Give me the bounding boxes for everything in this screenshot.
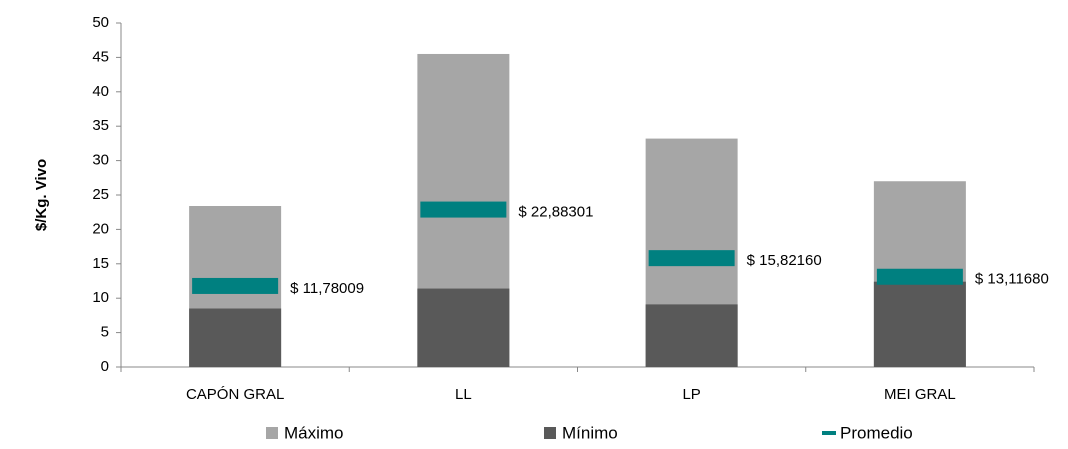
x-tick-label: CAPÓN GRAL — [186, 386, 284, 403]
average-marker — [876, 268, 963, 285]
legend-label: Promedio — [840, 423, 913, 442]
value-label: $ 11,78009 — [290, 280, 364, 297]
bar — [873, 281, 966, 367]
y-axis-label: $/Kg. Vivo — [33, 159, 50, 231]
y-tick-label: 0 — [101, 358, 109, 375]
x-tick-label: MEI GRAL — [884, 386, 956, 403]
value-label: $ 22,88301 — [518, 204, 593, 221]
legend-swatch — [266, 427, 278, 439]
legend-swatch — [544, 427, 556, 439]
average-marker — [648, 250, 735, 267]
x-tick-label: LL — [455, 386, 472, 403]
y-tick-label: 10 — [92, 289, 109, 306]
y-tick-label: 50 — [92, 14, 109, 31]
y-tick-label: 45 — [92, 48, 109, 65]
y-tick-label: 5 — [101, 324, 109, 341]
y-tick-label: 40 — [92, 83, 109, 100]
value-label: $ 13,11680 — [975, 271, 1049, 288]
average-marker — [192, 277, 279, 294]
legend-swatch — [822, 431, 836, 435]
legend-label: Mínimo — [562, 423, 618, 442]
y-tick-label: 35 — [92, 117, 109, 134]
value-label: $ 15,82160 — [747, 252, 822, 269]
average-marker — [420, 201, 507, 218]
y-tick-label: 15 — [92, 255, 109, 272]
bar — [417, 288, 510, 367]
y-tick-label: 20 — [92, 220, 109, 237]
y-tick-label: 25 — [92, 186, 109, 203]
bar — [189, 308, 282, 367]
y-tick-label: 30 — [92, 152, 109, 169]
x-tick-label: LP — [682, 386, 700, 403]
legend-label: Máximo — [284, 423, 344, 442]
bar — [645, 304, 738, 367]
